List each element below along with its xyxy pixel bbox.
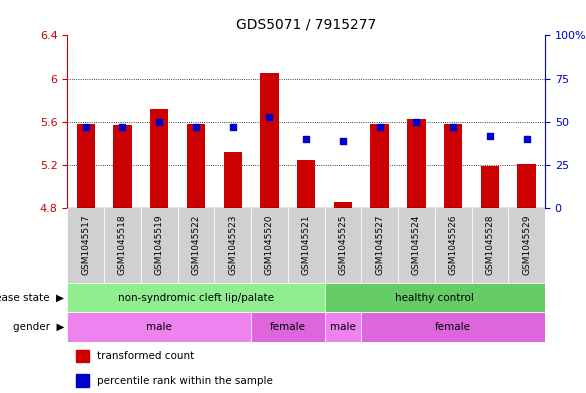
Text: female: female — [270, 322, 306, 332]
Text: GSM1045529: GSM1045529 — [522, 214, 531, 275]
Bar — [113, 125, 132, 208]
Point — [375, 124, 384, 130]
Bar — [260, 73, 278, 208]
Bar — [334, 202, 352, 208]
Title: GDS5071 / 7915277: GDS5071 / 7915277 — [236, 17, 376, 31]
Bar — [67, 208, 104, 283]
Bar — [178, 208, 214, 283]
Text: male: male — [330, 322, 356, 332]
Bar — [251, 208, 288, 283]
Bar — [362, 208, 398, 283]
Bar — [362, 312, 545, 342]
Bar — [104, 208, 141, 283]
Text: transformed count: transformed count — [97, 351, 194, 361]
Text: non-syndromic cleft lip/palate: non-syndromic cleft lip/palate — [118, 293, 274, 303]
Text: GSM1045525: GSM1045525 — [339, 214, 347, 275]
Point — [191, 124, 200, 130]
Text: GSM1045522: GSM1045522 — [192, 214, 200, 275]
Bar — [214, 208, 251, 283]
Text: GSM1045521: GSM1045521 — [302, 214, 311, 275]
Bar — [444, 124, 462, 208]
Bar — [407, 119, 425, 208]
Bar — [251, 312, 325, 342]
Bar — [325, 312, 362, 342]
Text: disease state  ▶: disease state ▶ — [0, 293, 64, 303]
Bar — [481, 166, 499, 208]
Point — [338, 138, 347, 144]
Bar — [67, 283, 325, 312]
Bar — [398, 208, 435, 283]
Point — [265, 114, 274, 120]
Point — [81, 124, 90, 130]
Point — [485, 132, 495, 139]
Bar — [325, 208, 362, 283]
Text: male: male — [146, 322, 172, 332]
Bar — [76, 350, 89, 362]
Bar — [77, 124, 95, 208]
Text: percentile rank within the sample: percentile rank within the sample — [97, 376, 272, 386]
Bar — [325, 283, 545, 312]
Text: healthy control: healthy control — [396, 293, 474, 303]
Bar — [187, 124, 205, 208]
Point — [412, 119, 421, 125]
Bar — [223, 152, 242, 208]
Text: GSM1045519: GSM1045519 — [155, 214, 163, 275]
Bar — [150, 109, 168, 208]
Point — [118, 124, 127, 130]
Text: GSM1045518: GSM1045518 — [118, 214, 127, 275]
Bar — [517, 164, 536, 208]
Bar — [370, 124, 389, 208]
Bar — [67, 312, 251, 342]
Bar — [435, 208, 472, 283]
Bar — [141, 208, 178, 283]
Bar — [297, 160, 315, 208]
Point — [228, 124, 237, 130]
Point — [302, 136, 311, 142]
Bar — [508, 208, 545, 283]
Text: GSM1045517: GSM1045517 — [81, 214, 90, 275]
Point — [522, 136, 532, 142]
Bar — [76, 374, 89, 387]
Bar — [472, 208, 508, 283]
Text: GSM1045523: GSM1045523 — [228, 214, 237, 275]
Text: GSM1045528: GSM1045528 — [485, 214, 495, 275]
Point — [155, 119, 164, 125]
Text: gender  ▶: gender ▶ — [13, 322, 64, 332]
Text: GSM1045526: GSM1045526 — [449, 214, 458, 275]
Point — [448, 124, 458, 130]
Bar — [288, 208, 325, 283]
Text: GSM1045520: GSM1045520 — [265, 214, 274, 275]
Text: GSM1045524: GSM1045524 — [412, 214, 421, 275]
Text: female: female — [435, 322, 471, 332]
Text: GSM1045527: GSM1045527 — [375, 214, 384, 275]
